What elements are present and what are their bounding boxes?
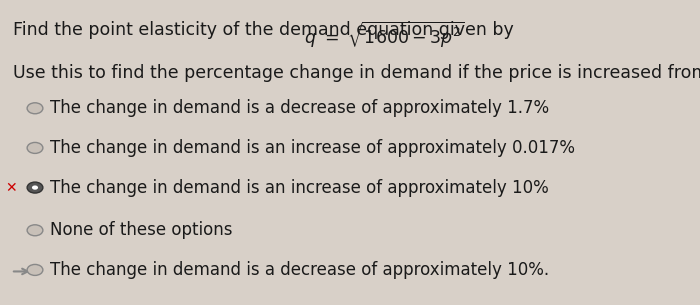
Text: ✕: ✕ [5,181,17,195]
Text: The change in demand is a decrease of approximately 1.7%: The change in demand is a decrease of ap… [50,99,550,117]
Circle shape [27,142,43,153]
Circle shape [32,185,38,190]
Text: Find the point elasticity of the demand equation given by: Find the point elasticity of the demand … [13,21,514,39]
Circle shape [27,182,43,193]
Text: The change in demand is a decrease of approximately 10%.: The change in demand is a decrease of ap… [50,261,550,279]
Circle shape [27,264,43,275]
Text: Use this to find the percentage change in demand if the price is increased from : Use this to find the percentage change i… [13,64,700,82]
Text: $q\ =\ \sqrt{1600 - 3p^2}$: $q\ =\ \sqrt{1600 - 3p^2}$ [304,20,465,50]
Circle shape [27,103,43,114]
Text: None of these options: None of these options [50,221,233,239]
Text: The change in demand is an increase of approximately 0.017%: The change in demand is an increase of a… [50,139,575,157]
Text: The change in demand is an increase of approximately 10%: The change in demand is an increase of a… [50,178,549,197]
Circle shape [27,225,43,236]
